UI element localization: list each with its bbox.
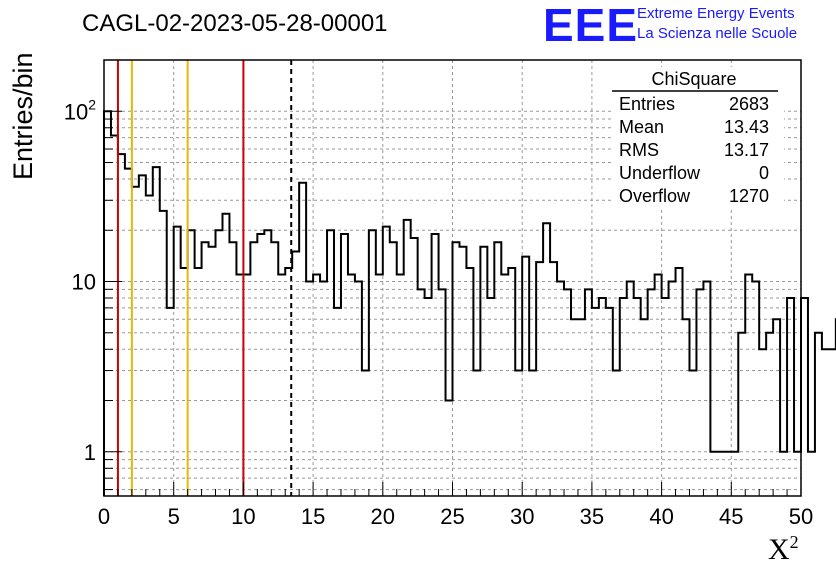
logo-line-1: Extreme Energy Events — [637, 5, 795, 22]
x-tick-label: 30 — [510, 504, 534, 529]
stats-value: 1270 — [729, 186, 769, 206]
logo-line-2: La Scienza nelle Scuole — [637, 25, 798, 42]
y-tick-label: 1 — [84, 440, 96, 465]
x-tick-label: 50 — [789, 504, 813, 529]
y-tick-label: 102 — [64, 96, 96, 124]
y-tick-label: 10 — [72, 270, 96, 295]
x-tick-label: 5 — [168, 504, 180, 529]
x-tick-label: 40 — [649, 504, 673, 529]
stats-label: Mean — [619, 117, 664, 137]
logo-text: Extreme Energy Events La Scienza nelle S… — [637, 4, 797, 44]
stats-name: ChiSquare — [651, 69, 736, 89]
x-axis-label: X2 — [768, 532, 799, 566]
stats-value: 0 — [759, 163, 769, 183]
chart-title: CAGL-02-2023-05-28-00001 — [82, 10, 388, 37]
stats-value: 2683 — [729, 94, 769, 114]
x-tick-label: 20 — [371, 504, 395, 529]
x-tick-label: 0 — [98, 504, 110, 529]
y-tick-exponent: 2 — [88, 96, 96, 112]
stats-label: Overflow — [619, 186, 691, 206]
stats-label: RMS — [619, 140, 659, 160]
histogram-bars — [103, 110, 836, 496]
stats-value: 13.17 — [724, 140, 769, 160]
x-tick-label: 10 — [231, 504, 255, 529]
x-tick-label: 45 — [719, 504, 743, 529]
stats-value: 13.43 — [724, 117, 769, 137]
x-tick-label: 25 — [440, 504, 464, 529]
stats-label: Underflow — [619, 163, 701, 183]
x-tick-label: 35 — [580, 504, 604, 529]
stats-label: Entries — [619, 94, 675, 114]
eee-logo: EEE — [543, 0, 639, 51]
x-tick-label: 15 — [301, 504, 325, 529]
